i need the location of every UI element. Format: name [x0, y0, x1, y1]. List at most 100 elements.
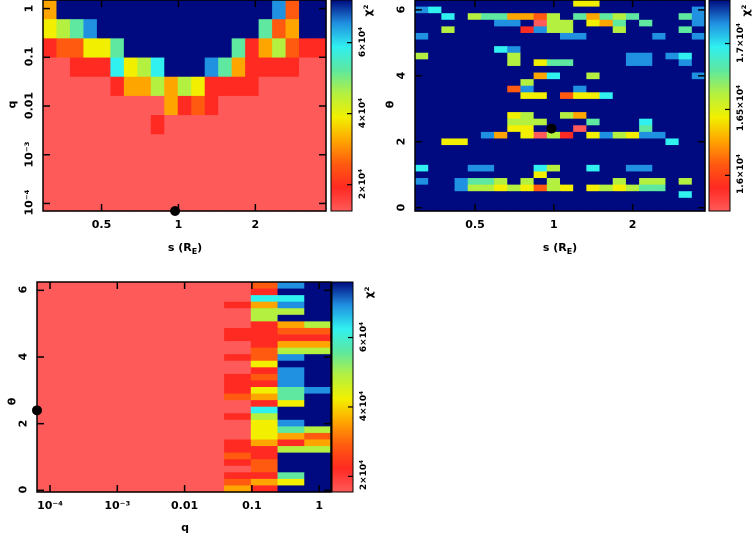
x-tick-label: 0.01	[171, 499, 199, 512]
heatmap-cell	[143, 380, 172, 388]
heatmap-cell	[37, 288, 65, 296]
heatmap-cell	[90, 387, 118, 395]
x-tick-label: 2	[251, 218, 260, 231]
plot-frame	[414, 0, 706, 212]
heatmap-cell	[63, 432, 92, 441]
heatmap-cell	[494, 98, 508, 107]
heatmap-cell	[678, 72, 693, 80]
heatmap-cell	[250, 341, 279, 349]
heatmap-cell	[250, 439, 279, 447]
heatmap-cell	[612, 125, 627, 133]
heatmap-cell	[250, 419, 279, 427]
heatmap-cell	[625, 171, 640, 179]
heatmap-cell	[63, 380, 92, 388]
heatmap-cell	[480, 39, 495, 47]
heatmap-cell	[197, 446, 225, 454]
heatmap-cell	[546, 98, 561, 107]
heatmap-cell	[546, 52, 561, 60]
heatmap-cell	[612, 112, 627, 120]
heatmap-cell	[312, 134, 327, 155]
heatmap-cell	[665, 98, 680, 107]
heatmap-cell	[533, 6, 548, 14]
heatmap-cell	[304, 327, 332, 336]
heatmap-cell	[599, 85, 614, 93]
heatmap-cell	[90, 295, 118, 303]
heatmap-cell	[90, 288, 118, 296]
heatmap-cell	[533, 65, 548, 74]
heatmap-cell	[494, 59, 508, 67]
heatmap-cell	[197, 282, 225, 290]
heatmap-cell	[170, 334, 198, 342]
x-tick-label: 0.1	[242, 499, 262, 512]
heatmap-cell	[258, 153, 273, 174]
heatmap-cell	[90, 413, 118, 421]
heatmap-cell	[652, 171, 667, 179]
heatmap-cell	[90, 452, 118, 460]
heatmap-cell	[83, 76, 98, 97]
heatmap-cell	[639, 79, 653, 87]
heatmap-cell	[83, 191, 98, 212]
heatmap-cell	[520, 72, 535, 80]
heatmap-cell	[143, 406, 172, 414]
heatmap-cell	[224, 452, 252, 460]
heatmap-cell	[250, 393, 279, 401]
heatmap-cell	[612, 72, 627, 80]
x-tick-label: 1	[174, 218, 183, 231]
heatmap-cell	[170, 432, 198, 441]
heatmap-cell	[480, 52, 495, 60]
heatmap-cell	[467, 6, 482, 14]
heatmap-cell	[507, 0, 522, 8]
heatmap-cell	[678, 32, 693, 41]
heatmap-cell	[415, 65, 429, 74]
heatmap-cell	[428, 46, 442, 54]
heatmap-cell	[250, 327, 279, 336]
heatmap-cell	[117, 341, 145, 349]
heatmap-cell	[691, 65, 706, 74]
heatmap-cell	[612, 79, 627, 87]
heatmap-cell	[43, 95, 58, 116]
heatmap-cell	[37, 432, 65, 441]
heatmap-cell	[494, 204, 508, 212]
heatmap-cell	[415, 59, 429, 67]
heatmap-cell	[652, 13, 667, 21]
heatmap-cell	[652, 0, 667, 8]
heatmap-cell	[546, 19, 561, 27]
heatmap-cell	[599, 191, 614, 199]
heatmap-cell	[272, 172, 287, 193]
heatmap-cell	[467, 59, 482, 67]
heatmap-cell	[415, 19, 429, 27]
heatmap-cell	[652, 72, 667, 80]
colorbar-label: χ²	[361, 4, 375, 17]
heatmap-cell	[37, 406, 65, 414]
heatmap-cell	[573, 6, 587, 14]
heatmap-cell	[143, 321, 172, 329]
heatmap-cell	[250, 308, 279, 316]
heatmap-cell	[691, 164, 706, 173]
heatmap-cell	[625, 191, 640, 199]
heatmap-cell	[586, 39, 601, 47]
x-axis-label: s (RE)	[155, 241, 215, 256]
heatmap-cell	[546, 158, 561, 166]
heatmap-cell	[90, 360, 118, 368]
heatmap-cell	[304, 446, 332, 454]
heatmap-cell	[285, 38, 300, 59]
heatmap-cell	[143, 452, 172, 460]
heatmap-cell	[652, 184, 667, 192]
heatmap-cell	[520, 13, 535, 21]
heatmap-cell	[245, 172, 260, 193]
heatmap-cell	[56, 0, 71, 20]
y-axis-label: θ	[383, 100, 397, 109]
heatmap-cell	[231, 38, 246, 59]
heatmap-cell	[691, 197, 706, 205]
heatmap-cell	[612, 158, 627, 166]
heatmap-cell	[652, 105, 667, 113]
colorbar-tick-label: 2×10⁴	[359, 460, 369, 491]
heatmap-cell	[639, 145, 653, 153]
heatmap-cell	[143, 288, 172, 296]
heatmap-cell	[507, 105, 522, 113]
heatmap-cell	[573, 72, 587, 80]
heatmap-cell	[467, 98, 482, 107]
heatmap-cell	[150, 191, 165, 212]
heatmap-cell	[258, 191, 273, 212]
heatmap-cell	[691, 125, 706, 133]
